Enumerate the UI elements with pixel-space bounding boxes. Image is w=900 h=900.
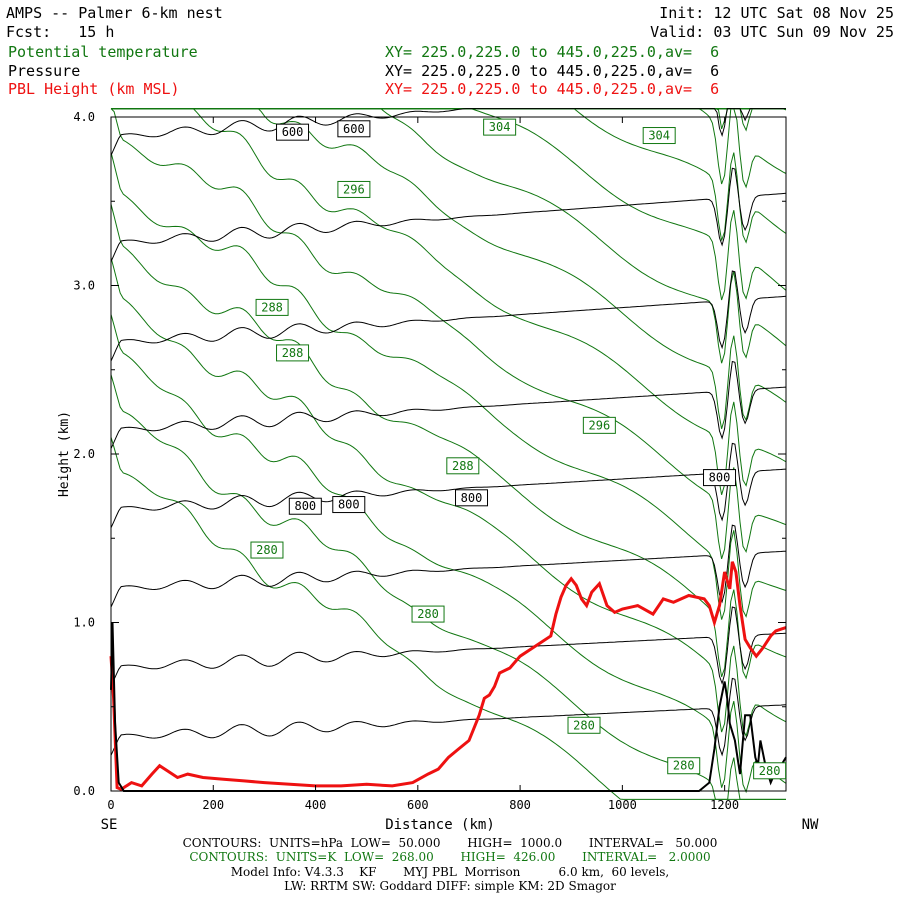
theta-contour-label-box bbox=[667, 757, 701, 775]
field-xy-theta: XY= 225.0,225.0 to 445.0,225.0,av= 6 bbox=[385, 43, 720, 61]
theta-contour-label-box bbox=[250, 541, 284, 559]
pressure-contour-label-box bbox=[337, 120, 371, 138]
axes: 0 200 400 600 800 1000 1200 0.0 1.0 2.0 3.0 4.0 bbox=[73, 110, 786, 812]
x-axis-label: Distance (km) bbox=[385, 817, 495, 833]
theta-contour-label: 304 bbox=[489, 120, 511, 134]
theta-contour-label: 288 bbox=[282, 346, 304, 360]
theta-contour-label: 296 bbox=[589, 418, 611, 432]
theta-contour-label: 280 bbox=[759, 764, 781, 778]
theta-contour-label: 280 bbox=[573, 718, 595, 732]
x-end-left-label: SE bbox=[101, 817, 118, 833]
pressure-contour-line bbox=[110, 524, 787, 608]
x-tick-label: 200 bbox=[202, 798, 224, 812]
field-name-pbl: PBL Height (km MSL) bbox=[8, 80, 180, 98]
theta-contour-label-box bbox=[642, 127, 676, 145]
theta-contour-label: 280 bbox=[417, 607, 439, 621]
footer-physics-info: LW: RRTM SW: Goddard DIFF: simple KM: 2D… bbox=[284, 879, 616, 893]
footer-model-info: Model Info: V4.3.3 KF MYJ PBL Morrison 6… bbox=[230, 865, 670, 879]
pressure-contour-label-box bbox=[703, 469, 737, 487]
theta-contour-line bbox=[111, 108, 787, 301]
pressure-contours bbox=[110, 108, 787, 757]
y-tick-label: 1.0 bbox=[73, 616, 95, 630]
pressure-contour-line bbox=[110, 606, 787, 687]
pressure-contour-line bbox=[110, 360, 787, 449]
pressure-contour-label: 800 bbox=[338, 498, 360, 512]
pressure-contour-line bbox=[110, 677, 787, 757]
theta-contour-line bbox=[111, 108, 787, 495]
theta-contour-label-box bbox=[411, 605, 445, 623]
pressure-contour-line bbox=[110, 108, 786, 156]
theta-contour-line bbox=[110, 257, 787, 738]
x-tick-label: 600 bbox=[407, 798, 429, 812]
theta-contour-label-box bbox=[446, 457, 480, 475]
x-tick-label: 1200 bbox=[710, 798, 739, 812]
y-axis-label: Height (km) bbox=[57, 411, 72, 497]
plot-title: AMPS -- Palmer 6-km nest bbox=[6, 4, 223, 22]
footer-theta-contours: CONTOURS: UNITS=K LOW= 268.00 HIGH= 426.… bbox=[189, 850, 711, 864]
field-name-theta: Potential temperature bbox=[8, 43, 198, 61]
theta-contour-label-box bbox=[337, 180, 371, 198]
pressure-contour-label: 600 bbox=[282, 125, 304, 139]
theta-contour-label: 296 bbox=[343, 182, 365, 196]
y-tick-label: 4.0 bbox=[73, 110, 95, 124]
x-tick-label: 0 bbox=[107, 798, 114, 812]
y-tick-label: 0.0 bbox=[73, 784, 95, 798]
pbl-height-line bbox=[109, 561, 787, 791]
pressure-contour-label-box bbox=[455, 489, 489, 507]
pressure-contour-label-box bbox=[276, 123, 310, 141]
theta-contour-line bbox=[111, 108, 787, 189]
pressure-contour-label: 800 bbox=[709, 471, 731, 485]
pressure-contour-label-box bbox=[288, 497, 322, 515]
pressure-contour-line bbox=[110, 442, 787, 529]
field-xy-pressure: XY= 225.0,225.0 to 445.0,225.0,av= 6 bbox=[385, 62, 720, 80]
theta-contour-line bbox=[110, 314, 787, 794]
pressure-contour-line bbox=[110, 270, 787, 362]
theta-contour-label-box bbox=[483, 118, 517, 136]
x-tick-label: 400 bbox=[305, 798, 327, 812]
theta-contour-label: 288 bbox=[452, 459, 474, 473]
series-layer bbox=[109, 561, 787, 792]
theta-contour-label: 280 bbox=[673, 759, 695, 773]
theta-contour-label: 280 bbox=[256, 543, 278, 557]
pressure-contour-label-box bbox=[332, 496, 366, 514]
init-time: Init: 12 UTC Sat 08 Nov 25 bbox=[659, 4, 894, 22]
field-xy-pbl: XY= 225.0,225.0 to 445.0,225.0,av= 6 bbox=[385, 80, 720, 98]
theta-contour-line bbox=[110, 108, 787, 560]
y-tick-label: 2.0 bbox=[73, 447, 95, 461]
theta-contour-label-box bbox=[255, 298, 289, 316]
pressure-contour-label: 800 bbox=[461, 491, 483, 505]
theta-contour-line bbox=[111, 108, 787, 132]
plot-frame bbox=[110, 116, 787, 792]
contour-labels: 600 600 800 800 800 800 304 304 296 288 288 296 288 2… bbox=[250, 118, 787, 780]
theta-contour-label-box bbox=[567, 716, 601, 734]
x-tick-label: 1000 bbox=[608, 798, 637, 812]
field-name-pressure: Pressure bbox=[8, 62, 81, 80]
pressure-contour-label: 800 bbox=[294, 499, 316, 513]
x-end-right-label: NW bbox=[802, 817, 819, 833]
pressure-contour-line bbox=[110, 167, 787, 262]
theta-contour-line bbox=[110, 203, 787, 680]
theta-contour-line bbox=[110, 152, 787, 620]
theta-contour-label-box bbox=[582, 416, 616, 434]
valid-time: Valid: 03 UTC Sun 09 Nov 25 bbox=[650, 23, 894, 41]
x-tick-label: 800 bbox=[509, 798, 531, 812]
footer-pressure-contours: CONTOURS: UNITS=hPa LOW= 50.000 HIGH= 10… bbox=[182, 836, 718, 850]
theta-contour-line bbox=[110, 437, 786, 800]
theta-contour-label-box bbox=[753, 762, 787, 780]
pressure-contour-label: 600 bbox=[343, 122, 365, 136]
theta-contour-label: 288 bbox=[261, 300, 283, 314]
y-tick-label: 3.0 bbox=[73, 279, 95, 293]
forecast-hour: Fcst: 15 h bbox=[6, 23, 115, 41]
theta-contour-label-box bbox=[276, 344, 310, 362]
theta-contours bbox=[110, 108, 787, 800]
theta-contour-label: 304 bbox=[648, 129, 670, 143]
